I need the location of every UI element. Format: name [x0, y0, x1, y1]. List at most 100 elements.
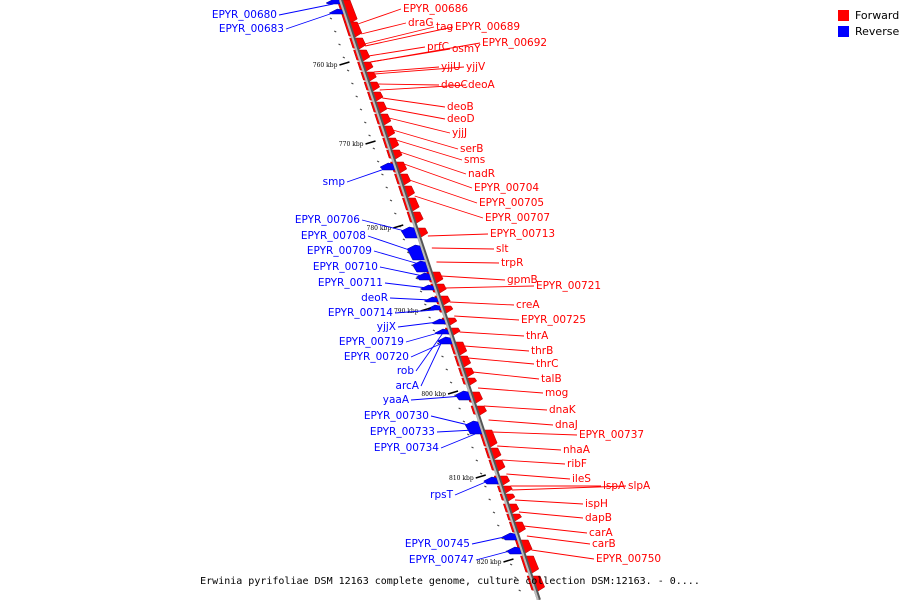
forward-gene-leader — [382, 97, 446, 108]
kbp-tick-mark — [447, 390, 459, 395]
forward-gene-label: carA — [589, 527, 614, 539]
minor-tick — [441, 355, 444, 358]
minor-tick — [389, 199, 393, 202]
reverse-gene-label: EPYR_00733 — [370, 426, 435, 438]
forward-gene-leader — [364, 26, 435, 45]
reverse-gene-leader — [440, 433, 476, 449]
minor-tick — [454, 394, 457, 397]
kbp-tick-label: 760 kbp — [313, 62, 338, 69]
reverse-gene-label: EPYR_00710 — [313, 261, 378, 273]
minor-tick — [364, 121, 367, 124]
forward-gene-leader — [468, 357, 535, 365]
forward-gene-leader — [357, 8, 402, 25]
forward-gene-label: EPYR_00689 — [455, 21, 520, 33]
reverse-gene-label: EPYR_00706 — [295, 214, 360, 226]
minor-tick — [329, 17, 333, 20]
forward-gene-leader — [459, 331, 525, 337]
forward-gene-label: EPYR_00737 — [579, 429, 644, 441]
forward-gene-label: dnaK — [549, 404, 577, 416]
minor-tick — [338, 43, 341, 46]
forward-gene-leader — [403, 163, 473, 189]
kbp-tick-mark — [503, 558, 514, 563]
minor-tick — [458, 407, 461, 410]
minor-tick — [492, 511, 496, 514]
forward-gene-leader — [488, 419, 554, 426]
minor-tick — [381, 173, 384, 176]
reverse-gene-leader — [394, 309, 435, 314]
minor-tick — [394, 212, 397, 215]
forward-gene-leader — [400, 151, 467, 175]
forward-gene-label: deoD — [447, 113, 475, 125]
forward-gene-leader — [518, 511, 584, 519]
forward-gene-label: draG — [408, 17, 434, 29]
minor-tick — [462, 420, 466, 423]
forward-gene-leader — [497, 445, 562, 451]
forward-gene-leader — [373, 66, 440, 73]
reverse-gene-leader — [410, 341, 446, 358]
legend-forward-label: Forward — [855, 9, 900, 22]
forward-gene-label: gpmB — [507, 274, 538, 286]
kbp-tick-label: 820 kbp — [477, 559, 502, 566]
forward-gene-label: tag — [436, 21, 453, 33]
reverse-gene-leader — [397, 321, 439, 328]
minor-tick — [445, 368, 448, 371]
reverse-gene-label: EPYR_00730 — [364, 410, 429, 422]
forward-gene-label: EPYR_00721 — [536, 280, 601, 292]
reverse-gene-label: EPYR_00720 — [344, 351, 409, 363]
reverse-gene-leader — [410, 395, 463, 401]
minor-tick — [419, 290, 423, 293]
forward-gene-leader — [414, 195, 484, 219]
forward-gene-leader — [526, 535, 591, 545]
minor-tick — [428, 316, 431, 319]
minor-tick — [346, 69, 350, 72]
forward-gene-label: ribF — [567, 458, 587, 470]
forward-gene-leader — [374, 66, 465, 75]
minor-tick — [415, 277, 418, 280]
reverse-gene-label: EPYR_00711 — [318, 277, 383, 289]
forward-gene-leader — [370, 42, 481, 63]
forward-gene-leader — [531, 549, 595, 560]
kbp-tick-label: 770 kbp — [339, 141, 364, 148]
minor-tick — [479, 472, 483, 475]
forward-gene-label: dnaJ — [555, 419, 578, 431]
legend-reverse-label: Reverse — [855, 25, 900, 38]
reverse-gene-leader — [367, 235, 416, 253]
legend-reverse: Reverse — [838, 25, 899, 38]
reverse-gene-label: deoR — [361, 292, 388, 304]
forward-gene-leader — [514, 499, 584, 505]
reverse-gene-leader — [430, 415, 473, 427]
forward-gene-label: thrC — [536, 358, 558, 370]
kbp-tick-mark — [393, 224, 404, 229]
minor-tick — [355, 95, 358, 98]
minor-tick — [385, 186, 388, 189]
forward-gene-leader — [377, 83, 440, 86]
minor-tick — [484, 485, 487, 488]
forward-gene-leader — [365, 26, 454, 47]
minor-tick — [342, 56, 346, 59]
reverse-gene-10 — [426, 304, 442, 311]
reverse-gene-leader — [436, 429, 474, 433]
forward-gene-label: yjjJ — [452, 127, 467, 139]
forward-gene-label: EPYR_00692 — [482, 37, 547, 49]
forward-gene-label: EPYR_00705 — [479, 197, 544, 209]
minor-tick — [368, 134, 371, 137]
forward-gene-leader — [379, 84, 467, 91]
forward-gene-label: deoC — [441, 79, 468, 91]
reverse-gene-leader — [471, 535, 509, 545]
forward-gene-leader — [523, 525, 588, 534]
forward-gene-leader — [361, 22, 407, 35]
minor-tick — [488, 498, 491, 501]
forward-gene-label: EPYR_00686 — [403, 3, 468, 15]
reverse-gene-leader — [405, 331, 442, 343]
reverse-gene-3 — [379, 162, 396, 171]
kbp-tick-label: 800 kbp — [421, 391, 446, 398]
minor-tick — [518, 589, 521, 592]
minor-tick — [351, 82, 354, 85]
forward-gene-label: yjjU — [441, 61, 461, 73]
forward-gene-leader — [436, 261, 500, 264]
forward-gene-leader — [431, 247, 495, 250]
forward-gene-leader — [492, 431, 578, 436]
forward-gene-leader — [464, 345, 530, 352]
